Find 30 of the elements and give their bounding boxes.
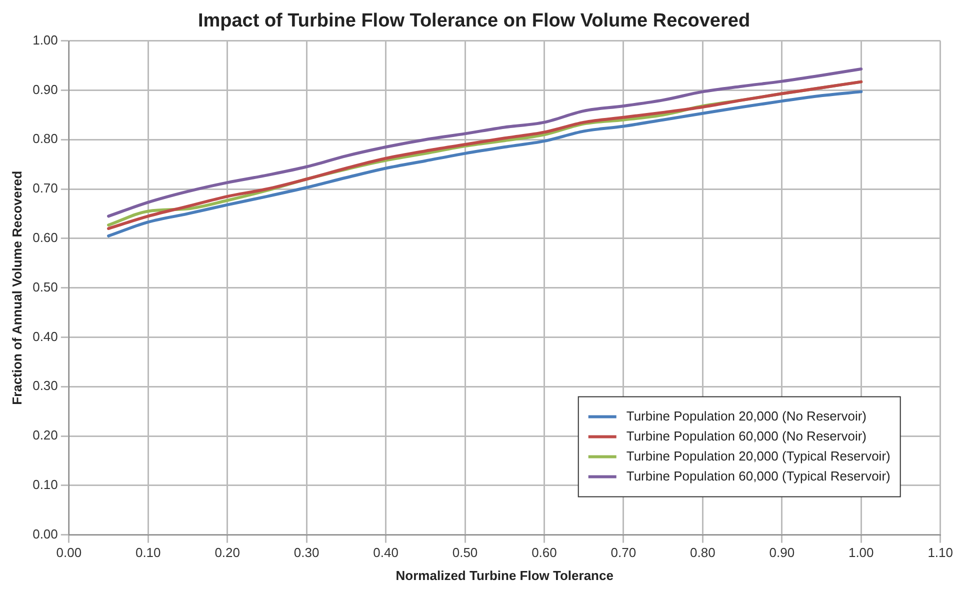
y-tick-label: 0.10 xyxy=(32,476,58,492)
x-tick-label: 0.70 xyxy=(610,545,636,560)
x-axis-title: Normalized Turbine Flow Tolerance xyxy=(396,568,614,583)
y-tick-label: 0.00 xyxy=(32,526,58,542)
x-tick-label: 0.20 xyxy=(214,545,240,560)
legend-label: Turbine Population 20,000 (Typical Reservoir) xyxy=(626,448,890,464)
y-axis-title: Fraction of Annual Volume Recovered xyxy=(9,170,24,405)
x-tick-label: 1.10 xyxy=(928,545,954,560)
y-tick-label: 0.70 xyxy=(32,180,58,196)
chart-title: Impact of Turbine Flow Tolerance on Flow Volume Recovered xyxy=(198,10,750,32)
y-tick-label: 0.30 xyxy=(32,378,58,394)
y-tick-label: 1.00 xyxy=(32,32,58,48)
y-tick-label: 0.40 xyxy=(32,328,58,344)
y-tick-label: 0.20 xyxy=(32,428,58,443)
x-tick-label: 0.60 xyxy=(532,545,557,560)
x-tick-label: 0.00 xyxy=(56,545,82,560)
y-tick-label: 0.50 xyxy=(32,279,58,294)
x-tick-label: 0.80 xyxy=(690,545,716,560)
y-tick-label: 0.90 xyxy=(32,82,58,97)
legend-label: Turbine Population 60,000 (No Reservoir) xyxy=(626,428,867,444)
legend-label: Turbine Population 20,000 (No Reservoir) xyxy=(626,408,867,424)
x-tick-label: 0.10 xyxy=(135,545,161,560)
y-tick-label: 0.80 xyxy=(32,131,58,146)
x-tick-label: 0.50 xyxy=(452,545,478,560)
legend-label: Turbine Population 60,000 (Typical Reservoir) xyxy=(626,468,890,484)
x-tick-label: 0.40 xyxy=(373,545,398,560)
x-tick-label: 0.90 xyxy=(769,545,795,560)
y-tick-label: 0.60 xyxy=(32,230,58,245)
x-tick-label: 1.00 xyxy=(848,545,874,560)
x-tick-label: 0.30 xyxy=(294,545,320,560)
